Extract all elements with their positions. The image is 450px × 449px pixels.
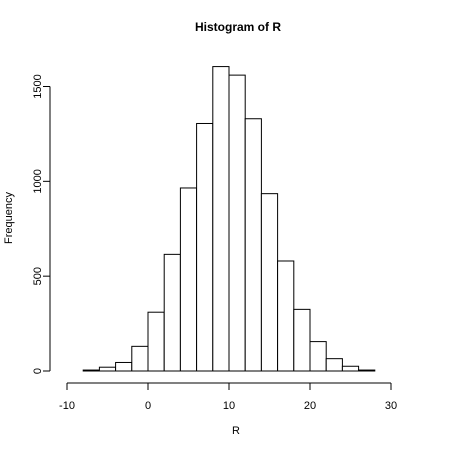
histogram-bar xyxy=(98,366,117,372)
histogram-bar xyxy=(196,122,214,372)
x-tick-label: -10 xyxy=(59,400,75,412)
histogram-bar xyxy=(212,66,230,372)
histogram-bar xyxy=(293,308,311,372)
chart-title: Histogram of R xyxy=(195,20,281,34)
x-tick-label: 10 xyxy=(223,400,235,412)
histogram-bar xyxy=(325,358,343,372)
x-axis-label: R xyxy=(232,425,240,437)
histogram-bar xyxy=(341,365,360,372)
x-tick-label: 0 xyxy=(145,400,151,412)
y-axis: 0 500 1000 1500 xyxy=(32,74,51,374)
histogram-bars xyxy=(82,66,376,372)
histogram-bar xyxy=(131,345,149,372)
histogram-bar xyxy=(179,187,198,372)
x-tick-label: 20 xyxy=(304,400,316,412)
x-axis: -10 0 10 20 30 xyxy=(59,382,397,412)
y-axis-label: Frequency xyxy=(3,192,15,244)
histogram-bar xyxy=(147,311,165,372)
y-tick-label: 1500 xyxy=(32,74,44,98)
histogram-bar xyxy=(260,193,279,372)
histogram-bar xyxy=(277,260,295,372)
histogram-bar xyxy=(163,253,181,372)
histogram-bar xyxy=(228,74,246,372)
histogram-bar xyxy=(309,341,327,372)
y-tick-label: 500 xyxy=(32,267,44,285)
histogram-bar xyxy=(82,369,100,372)
histogram-bar xyxy=(115,361,133,372)
y-tick-label: 1000 xyxy=(32,169,44,193)
histogram-bar xyxy=(358,369,376,372)
histogram-bar xyxy=(244,118,262,372)
y-tick-label: 0 xyxy=(32,368,44,374)
x-tick-label: 30 xyxy=(385,400,397,412)
